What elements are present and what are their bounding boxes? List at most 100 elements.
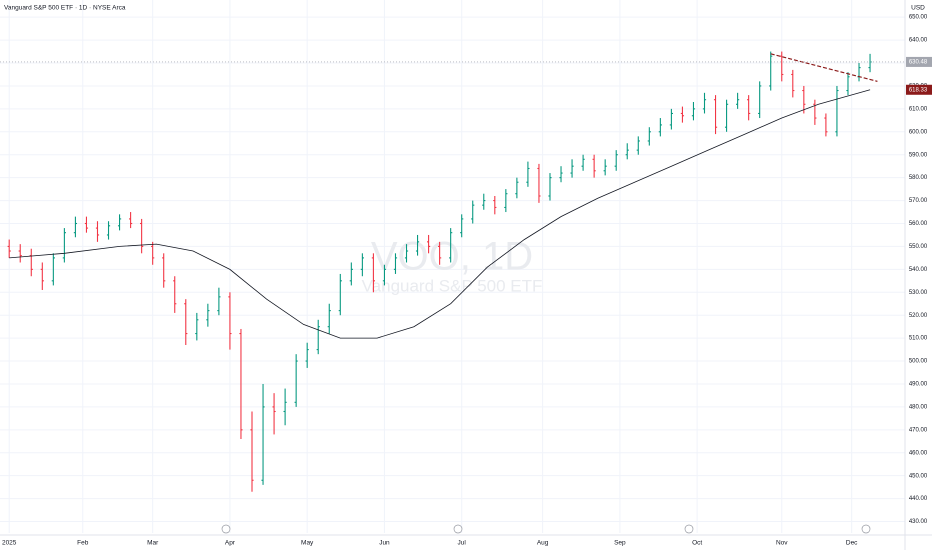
ohlc-bar <box>713 95 718 135</box>
dividend-icon[interactable] <box>453 524 463 534</box>
ohlc-bar <box>95 221 100 242</box>
dividend-icon[interactable] <box>221 524 231 534</box>
y-tick-label: 550.00 <box>909 244 928 250</box>
y-tick-label: 570.00 <box>909 198 928 204</box>
y-tick-label: 470.00 <box>909 427 928 433</box>
ohlc-bar <box>758 81 762 119</box>
ohlc-bar <box>239 328 243 440</box>
dividend-icon[interactable] <box>684 524 694 534</box>
ohlc-bar <box>327 303 331 334</box>
ohlc-bar <box>173 276 177 313</box>
ohlc-bar <box>393 253 398 274</box>
ohlc-bar <box>449 228 453 263</box>
ohlc-bar <box>835 85 839 137</box>
x-tick-label: Sep <box>614 540 626 547</box>
ohlc-bar <box>73 216 78 238</box>
ohlc-bar <box>62 228 66 263</box>
y-tick-label: 480.00 <box>909 404 928 410</box>
y-tick-label: 600.00 <box>909 129 928 135</box>
ohlc-bar <box>813 99 817 125</box>
y-tick-label: 440.00 <box>909 496 928 502</box>
ohlc-bar <box>382 264 387 286</box>
x-tick-label: Dec <box>846 540 858 547</box>
ohlc-bar <box>592 154 596 178</box>
ohlc-bar <box>261 383 265 485</box>
ohlc-bar <box>702 92 707 114</box>
ma-price-label: 618.33 <box>909 87 928 93</box>
ohlc-bar <box>272 393 276 435</box>
ohlc-bar <box>846 72 850 96</box>
x-tick-label: Oct <box>692 540 702 547</box>
x-tick-label: Apr <box>225 540 236 547</box>
x-tick-label: Nov <box>776 540 788 547</box>
ohlc-bar <box>724 99 729 132</box>
y-tick-label: 590.00 <box>909 152 928 158</box>
ohlc-bar <box>117 214 122 231</box>
x-tick-label: Mar <box>147 540 159 547</box>
y-tick-label: 560.00 <box>909 221 928 227</box>
watermark-symbol: VOO, 1D <box>371 235 533 279</box>
y-tick-label: 450.00 <box>909 473 928 479</box>
ohlc-bar <box>802 85 806 114</box>
ohlc-bar <box>614 150 618 171</box>
dividend-markers <box>221 524 871 534</box>
watermark-name: Vanguard S&P 500 ETF <box>362 276 543 295</box>
y-tick-label: 430.00 <box>909 519 928 525</box>
ohlc-bar <box>338 273 342 316</box>
ohlc-bar <box>482 193 486 210</box>
x-tick-label: Jul <box>458 540 467 547</box>
ohlc-bar <box>647 127 651 146</box>
event-icon[interactable] <box>861 524 871 534</box>
ohlc-bar <box>250 411 254 492</box>
x-tick-label: 2025 <box>2 540 17 547</box>
ohlc-bar <box>658 118 662 137</box>
ohlc-bar <box>404 244 409 263</box>
y-tick-label: 510.00 <box>909 336 928 342</box>
ohlc-bar <box>625 143 629 160</box>
ohlc-bar <box>294 354 298 407</box>
ohlc-bar <box>217 287 221 316</box>
ohlc-bar <box>349 262 353 286</box>
ohlc-bar <box>29 248 33 277</box>
x-tick-label: Aug <box>537 540 549 547</box>
y-tick-label: 580.00 <box>909 175 928 181</box>
ohlc-bar <box>84 216 89 233</box>
ohlc-bar <box>559 166 563 183</box>
ohlc-bar <box>791 69 795 98</box>
ohlc-bar <box>415 234 420 256</box>
y-tick-label: 520.00 <box>909 313 928 319</box>
y-tick-label: 490.00 <box>909 382 928 388</box>
ohlc-bar <box>184 299 188 346</box>
ohlc-bar <box>537 163 541 203</box>
ohlc-bar <box>162 253 166 288</box>
ohlc-bar <box>426 234 431 254</box>
ohlc-bar <box>316 319 320 355</box>
moving-average <box>9 89 871 339</box>
ohlc-bar <box>360 253 364 277</box>
ohlc-bar <box>371 253 376 293</box>
ohlc-bar <box>51 253 55 286</box>
ohlc-bar <box>736 92 740 109</box>
ohlc-bar <box>438 241 442 265</box>
currency: USD <box>911 5 925 12</box>
ohlc-bar <box>195 312 199 341</box>
chart-title: Vanguard S&P 500 ETF · 1D · NYSE Arca <box>4 5 126 12</box>
y-tick-label: 650.00 <box>909 15 928 21</box>
ohlc-bar <box>140 218 144 254</box>
plot <box>0 51 905 492</box>
ohlc-bar <box>581 154 585 171</box>
ohlc-bar <box>460 214 464 238</box>
x-tick-label: Jun <box>379 540 390 547</box>
grid <box>0 0 905 533</box>
ohlc-bar <box>7 239 11 258</box>
last-price-tag <box>906 56 932 67</box>
ohlc-bar <box>526 161 530 187</box>
x-tick-label: Feb <box>77 540 89 547</box>
ma-price-tag <box>906 84 932 95</box>
y-tick-label: 640.00 <box>909 38 928 44</box>
ohlc-bar <box>106 221 111 240</box>
ohlc-bar <box>283 388 287 426</box>
ohlc-bar <box>570 159 574 178</box>
ohlc-bar <box>603 159 607 176</box>
